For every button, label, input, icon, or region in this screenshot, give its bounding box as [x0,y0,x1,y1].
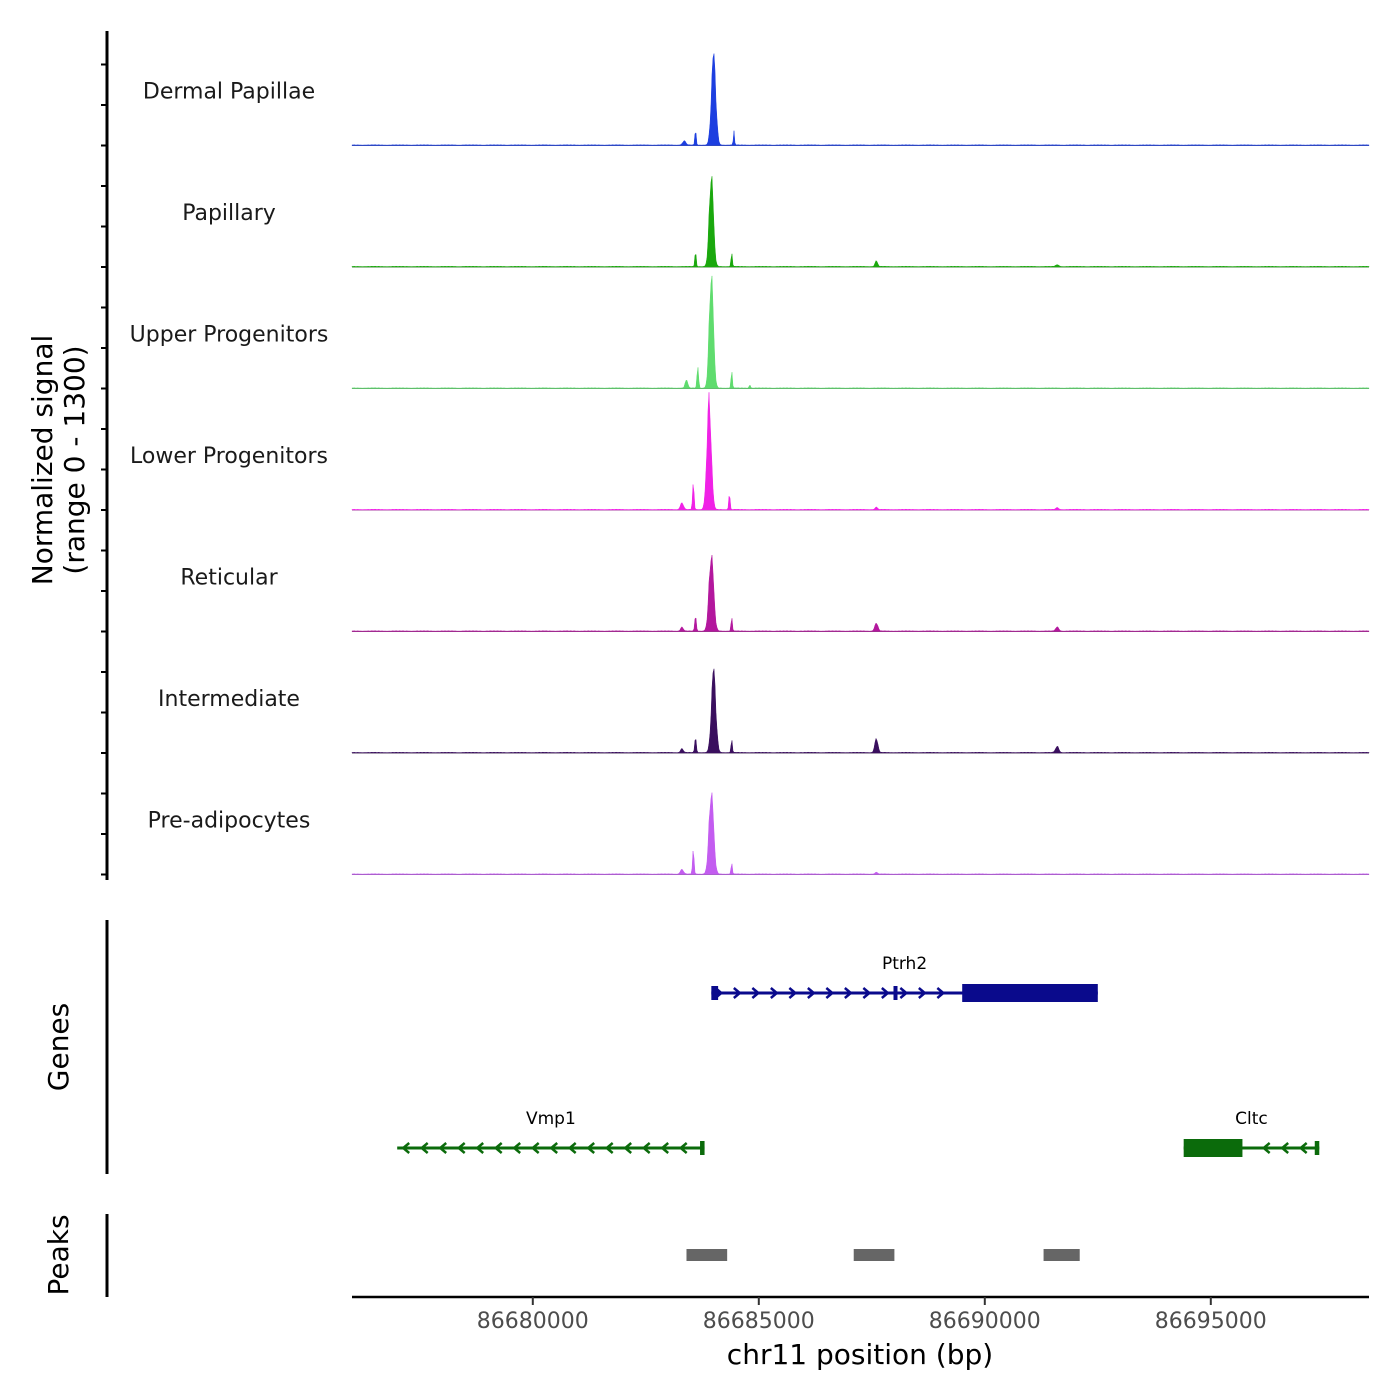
peaks-track-label: Peaks [42,1214,75,1295]
coverage-signal-area [351,792,1370,875]
strand-chevron [1298,1142,1308,1154]
track-reticular: Reticular [101,549,1370,633]
strand-chevron [936,987,946,999]
gene-exon [700,1141,705,1155]
strand-chevron [733,987,742,999]
track-label: Reticular [180,566,278,591]
gene-cltc: Cltc [1183,1109,1320,1157]
gene-vmp1: Vmp1 [397,1109,705,1155]
coverage-signal-area [351,392,1370,511]
strand-chevron [586,1142,596,1154]
strand-chevron [438,1142,448,1154]
strand-chevron [881,987,890,999]
x-tick-label: 86690000 [929,1309,1041,1334]
strand-chevron [567,1142,577,1154]
track-pre-adipocytes: Pre-adipocytes [101,792,1370,876]
coverage-signal-area [351,668,1370,754]
peak-region [853,1249,895,1261]
track-upper-progenitors: Upper Progenitors [101,275,1370,390]
x-tick-label: 86680000 [477,1309,589,1334]
strand-chevron [660,1142,670,1154]
track-label: Papillary [182,201,276,226]
strand-chevron [751,987,761,999]
track-dermal-papillae: Dermal Papillae [101,53,1370,147]
coverage-signal-area [351,176,1370,268]
strand-chevron [604,1142,614,1154]
gene-label: Vmp1 [526,1109,576,1129]
track-label: Pre-adipocytes [148,809,311,834]
track-label: Intermediate [158,687,300,712]
strand-chevron [770,987,779,999]
strand-chevron [475,1142,485,1154]
gene-exon [1314,1141,1320,1155]
track-papillary: Papillary [101,176,1370,268]
strand-chevron [549,1142,559,1154]
strand-chevron [825,987,835,999]
coverage-signal-area [351,275,1370,389]
x-axis-ticks: 86680000 86685000 86690000 86695000 [477,1297,1267,1334]
strand-chevron [456,1142,466,1154]
genes-track-label: Genes [42,1003,75,1091]
coverage-signal-area [351,555,1370,632]
x-tick-label: 86685000 [703,1309,815,1334]
gene-label: Ptrh2 [882,954,927,974]
peak-regions [686,1249,1080,1261]
peak-region [686,1249,728,1261]
strand-chevron [807,987,816,999]
track-lower-progenitors: Lower Progenitors [101,392,1370,511]
coverage-tracks: Dermal Papillae Papillary Upper Progenitor… [101,53,1370,876]
gene-exon [962,984,1098,1002]
coverage-signal-area [351,53,1370,146]
gene-exon [1183,1139,1243,1157]
coverage-y-label-line2: (range 0 - 1300) [58,345,91,574]
strand-chevron [493,1142,503,1154]
strand-chevron [844,987,853,999]
x-tick-label: 86695000 [1155,1309,1267,1334]
track-label: Lower Progenitors [130,444,328,469]
gene-label: Cltc [1235,1109,1268,1129]
gene-ptrh2: Ptrh2 [711,954,1098,1002]
strand-chevron [678,1142,688,1154]
strand-chevron [641,1142,651,1154]
x-axis-title: chr11 position (bp) [727,1338,993,1371]
gene-annotations: Ptrh2 Vmp1 Cltc [397,954,1320,1157]
strand-chevron [512,1142,522,1154]
strand-chevron [530,1142,540,1154]
strand-chevron [788,987,798,999]
strand-chevron [419,1142,429,1154]
strand-chevron [401,1142,411,1154]
peak-region [1043,1249,1080,1261]
gene-exon [893,986,898,1000]
strand-chevron [623,1142,633,1154]
coverage-y-label-line1: Normalized signal [26,335,59,586]
strand-chevron [899,987,909,999]
track-intermediate: Intermediate [101,668,1370,754]
strand-chevron [1261,1142,1271,1154]
strand-chevron [1280,1142,1289,1154]
track-label: Upper Progenitors [130,323,329,348]
gene-exon [711,986,719,1000]
strand-chevron [918,987,927,999]
strand-chevron [862,987,872,999]
track-label: Dermal Papillae [143,80,315,105]
